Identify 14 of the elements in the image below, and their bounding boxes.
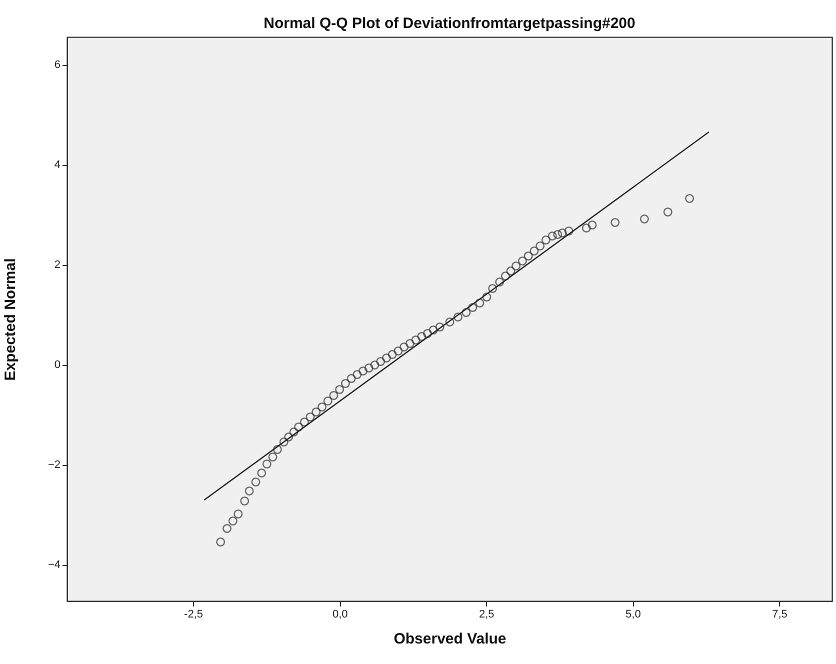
chart-title: Normal Q-Q Plot of Deviationfromtargetpassing#200 xyxy=(264,15,636,32)
y-axis-title: Expected Normal xyxy=(2,258,19,381)
x-tick-label: 7,5 xyxy=(772,608,788,620)
x-axis-title: Observed Value xyxy=(394,630,506,648)
x-tick-label: 5,0 xyxy=(626,608,641,620)
y-tick-label: 6 xyxy=(54,59,60,71)
x-tick-label: -2,5 xyxy=(184,608,204,620)
x-tick-label: 0,0 xyxy=(332,608,348,620)
y-tick-label: 4 xyxy=(54,159,60,171)
x-tick-label: 2,5 xyxy=(478,608,494,620)
y-tick-label: 0 xyxy=(54,359,60,371)
y-tick-label: 2 xyxy=(54,259,60,271)
y-tick-label: −2 xyxy=(48,459,60,471)
y-tick-label: −4 xyxy=(48,559,60,571)
